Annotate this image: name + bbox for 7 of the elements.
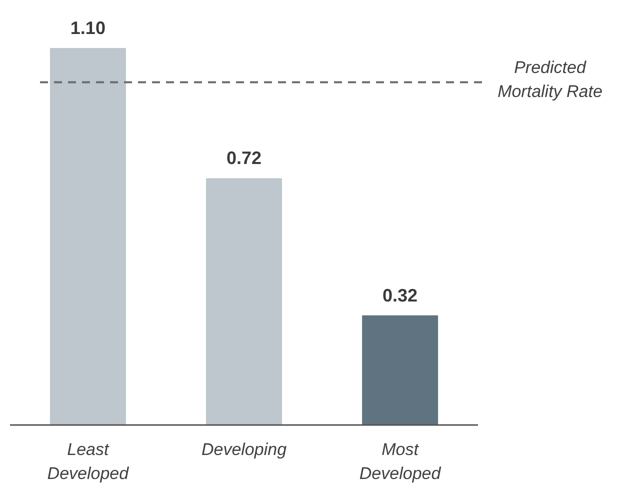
x-tick-label: Developing [201, 440, 288, 459]
data-label: 0.72 [226, 148, 262, 168]
x-tick-label: Least Developed [47, 440, 130, 483]
data-label: 0.32 [382, 285, 418, 306]
data-label: 1.10 [70, 18, 106, 38]
x-tick-label: Most Developed [359, 440, 442, 483]
ref-line-label: Predicted Mortality Rate [498, 58, 602, 101]
